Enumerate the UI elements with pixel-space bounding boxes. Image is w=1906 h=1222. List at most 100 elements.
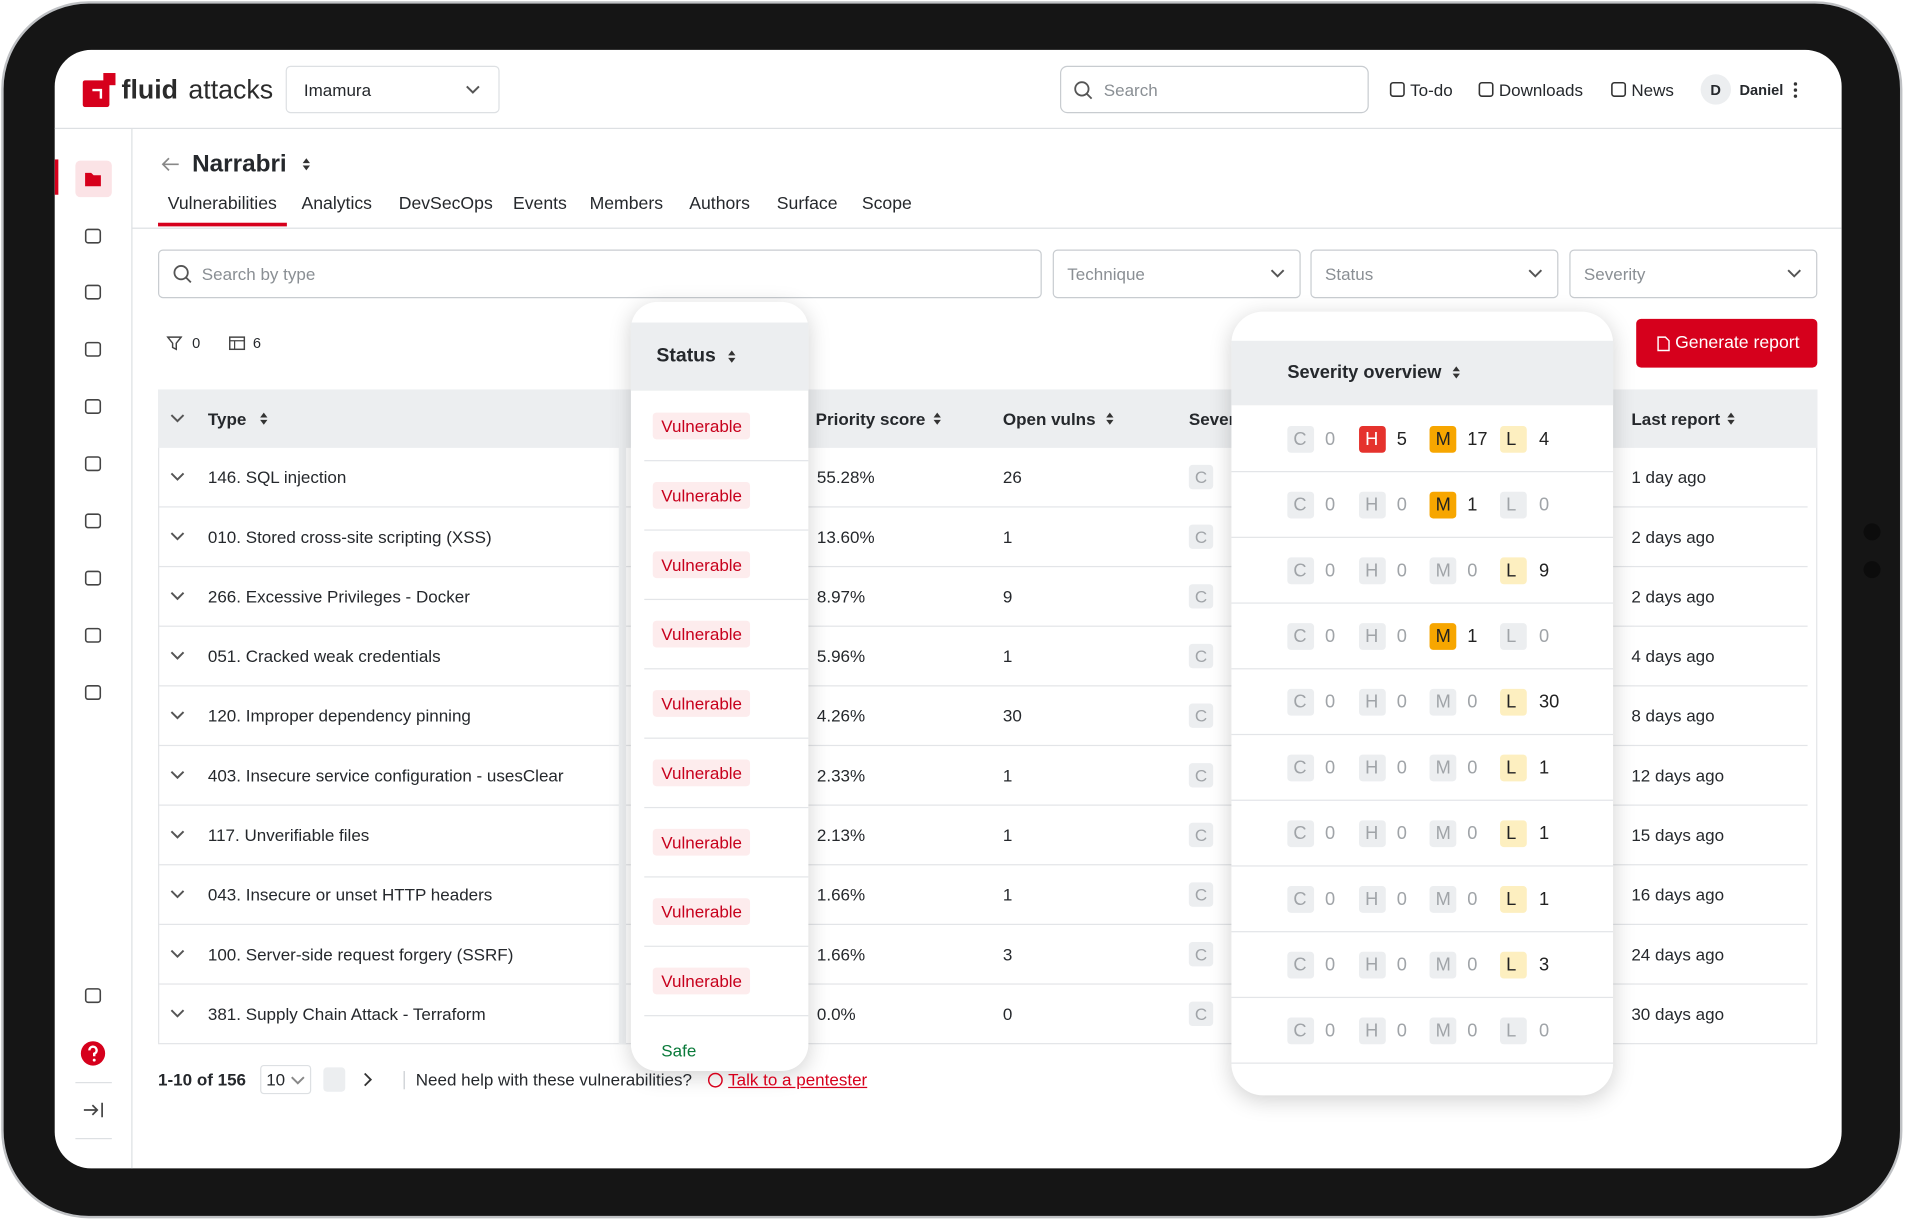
- row-expand[interactable]: [169, 829, 186, 841]
- help-icon[interactable]: [80, 1041, 106, 1067]
- sidebar-icon[interactable]: [84, 341, 102, 358]
- row-border: [158, 685, 1808, 687]
- nav-icon: [1389, 81, 1405, 97]
- sidebar-icon[interactable]: [84, 570, 102, 587]
- generate-button[interactable]: [1636, 318, 1818, 368]
- filter-dropdown[interactable]: [1569, 249, 1818, 299]
- row-expand[interactable]: [169, 1008, 186, 1020]
- expand-all[interactable]: [169, 413, 186, 425]
- generate-label[interactable]: Generate report: [1675, 333, 1800, 353]
- page-size[interactable]: [260, 1064, 312, 1095]
- type-cell[interactable]: 403. Insecure service configuration - us…: [207, 765, 564, 786]
- status-header-text[interactable]: Status: [656, 345, 716, 367]
- severity-header-text[interactable]: Severity overview: [1287, 362, 1442, 383]
- tab[interactable]: Surface: [776, 194, 838, 214]
- columns-icon[interactable]: [229, 336, 246, 351]
- filter-dropdown[interactable]: [1052, 249, 1301, 299]
- pentester-link[interactable]: Talk to a pentester: [728, 1069, 868, 1090]
- row-expand[interactable]: [169, 531, 186, 543]
- sort-icon[interactable]: [1451, 365, 1461, 380]
- sidebar-icon[interactable]: [84, 512, 102, 529]
- sort-icon[interactable]: [932, 411, 942, 426]
- column-header[interactable]: Type: [207, 408, 247, 429]
- severity-badge-bg: [1359, 623, 1386, 650]
- collapse-icon[interactable]: [83, 1101, 105, 1118]
- page-size-chevron[interactable]: [289, 1075, 306, 1087]
- dropdown-chevron[interactable]: [1527, 268, 1544, 280]
- severity-badge-bg: [1287, 1017, 1315, 1045]
- tab[interactable]: Vulnerabilities: [167, 194, 277, 214]
- tab[interactable]: Authors: [689, 194, 751, 214]
- filter-icon[interactable]: [166, 336, 183, 351]
- last-report-cell: 2 days ago: [1631, 527, 1715, 547]
- dropdown-chevron[interactable]: [1269, 268, 1286, 280]
- type-search[interactable]: [158, 249, 1042, 299]
- prev-page[interactable]: [323, 1067, 346, 1092]
- type-cell[interactable]: 381. Supply Chain Attack - Terraform: [207, 1004, 486, 1024]
- row-border: [158, 565, 1808, 568]
- column-header[interactable]: Sever: [1188, 408, 1236, 429]
- severity-count: 3: [1538, 954, 1550, 976]
- column-header[interactable]: Open vulns: [1002, 408, 1096, 429]
- sidebar-icon[interactable]: [84, 627, 102, 644]
- severity-count: 1: [1467, 626, 1478, 647]
- open-vulns-cell: 1: [1002, 646, 1013, 666]
- type-cell[interactable]: 100. Server-side request forgery (SSRF): [207, 944, 514, 964]
- tab[interactable]: DevSecOps: [398, 194, 493, 214]
- user-menu[interactable]: [1793, 82, 1798, 99]
- status-label: Vulnerable: [661, 416, 743, 436]
- search-box[interactable]: [1060, 65, 1369, 114]
- back-arrow[interactable]: [160, 156, 179, 173]
- tab[interactable]: Analytics: [301, 194, 373, 214]
- search-placeholder: Search by type: [201, 264, 316, 284]
- severity-label: M: [1435, 954, 1451, 976]
- sidebar-icon[interactable]: [84, 398, 102, 415]
- nav-link[interactable]: News: [1631, 80, 1674, 100]
- severity-count: 0: [1396, 626, 1407, 647]
- severity-badge: C: [1194, 825, 1208, 845]
- nav-link[interactable]: Downloads: [1498, 80, 1584, 100]
- severity-badge-bg: [1188, 643, 1214, 669]
- type-cell[interactable]: 120. Improper dependency pinning: [207, 705, 471, 726]
- type-cell[interactable]: 117. Unverifiable files: [207, 825, 370, 845]
- row-expand[interactable]: [169, 590, 186, 602]
- sort-icon[interactable]: [727, 349, 737, 364]
- tab[interactable]: Members: [589, 194, 664, 214]
- tab[interactable]: Scope: [861, 194, 912, 214]
- open-vulns-cell: 0: [1002, 1004, 1013, 1024]
- dropdown-chevron[interactable]: [1786, 268, 1803, 280]
- column-header[interactable]: Last report: [1631, 408, 1721, 429]
- severity-label: M: [1435, 889, 1451, 910]
- sort-icon[interactable]: [259, 411, 269, 426]
- next-page[interactable]: [361, 1070, 376, 1089]
- sidebar-icon[interactable]: [84, 987, 102, 1004]
- severity-label: L: [1506, 691, 1517, 713]
- org-chevron[interactable]: [464, 84, 481, 96]
- type-cell[interactable]: 010. Stored cross-site scripting (XSS): [207, 527, 492, 547]
- severity-badge-bg: [1500, 491, 1527, 519]
- row-expand[interactable]: [169, 948, 186, 960]
- sidebar-icon[interactable]: [84, 684, 102, 701]
- row-expand[interactable]: [169, 888, 186, 900]
- type-cell[interactable]: 266. Excessive Privileges - Docker: [207, 586, 470, 607]
- column-header[interactable]: Priority score: [815, 408, 926, 429]
- org-select[interactable]: [285, 65, 500, 114]
- sidebar-icon[interactable]: [84, 170, 102, 187]
- sidebar-icon[interactable]: [84, 284, 102, 301]
- sort-icon[interactable]: [301, 157, 311, 172]
- tab[interactable]: Events: [512, 194, 567, 214]
- row-expand[interactable]: [169, 650, 186, 662]
- row-expand[interactable]: [169, 710, 186, 722]
- type-cell[interactable]: 051. Cracked weak credentials: [207, 646, 441, 666]
- type-cell[interactable]: 043. Insecure or unset HTTP headers: [207, 884, 493, 905]
- sidebar-icon[interactable]: [84, 455, 102, 472]
- type-cell[interactable]: 146. SQL injection: [207, 467, 347, 487]
- sort-icon[interactable]: [1726, 411, 1736, 426]
- user-name[interactable]: Daniel: [1739, 81, 1784, 99]
- sidebar-icon[interactable]: [84, 228, 102, 245]
- row-expand[interactable]: [169, 769, 186, 781]
- sort-icon[interactable]: [1105, 411, 1115, 426]
- row-expand[interactable]: [169, 471, 186, 483]
- filter-dropdown[interactable]: [1310, 249, 1559, 299]
- nav-link[interactable]: To-do: [1410, 80, 1453, 100]
